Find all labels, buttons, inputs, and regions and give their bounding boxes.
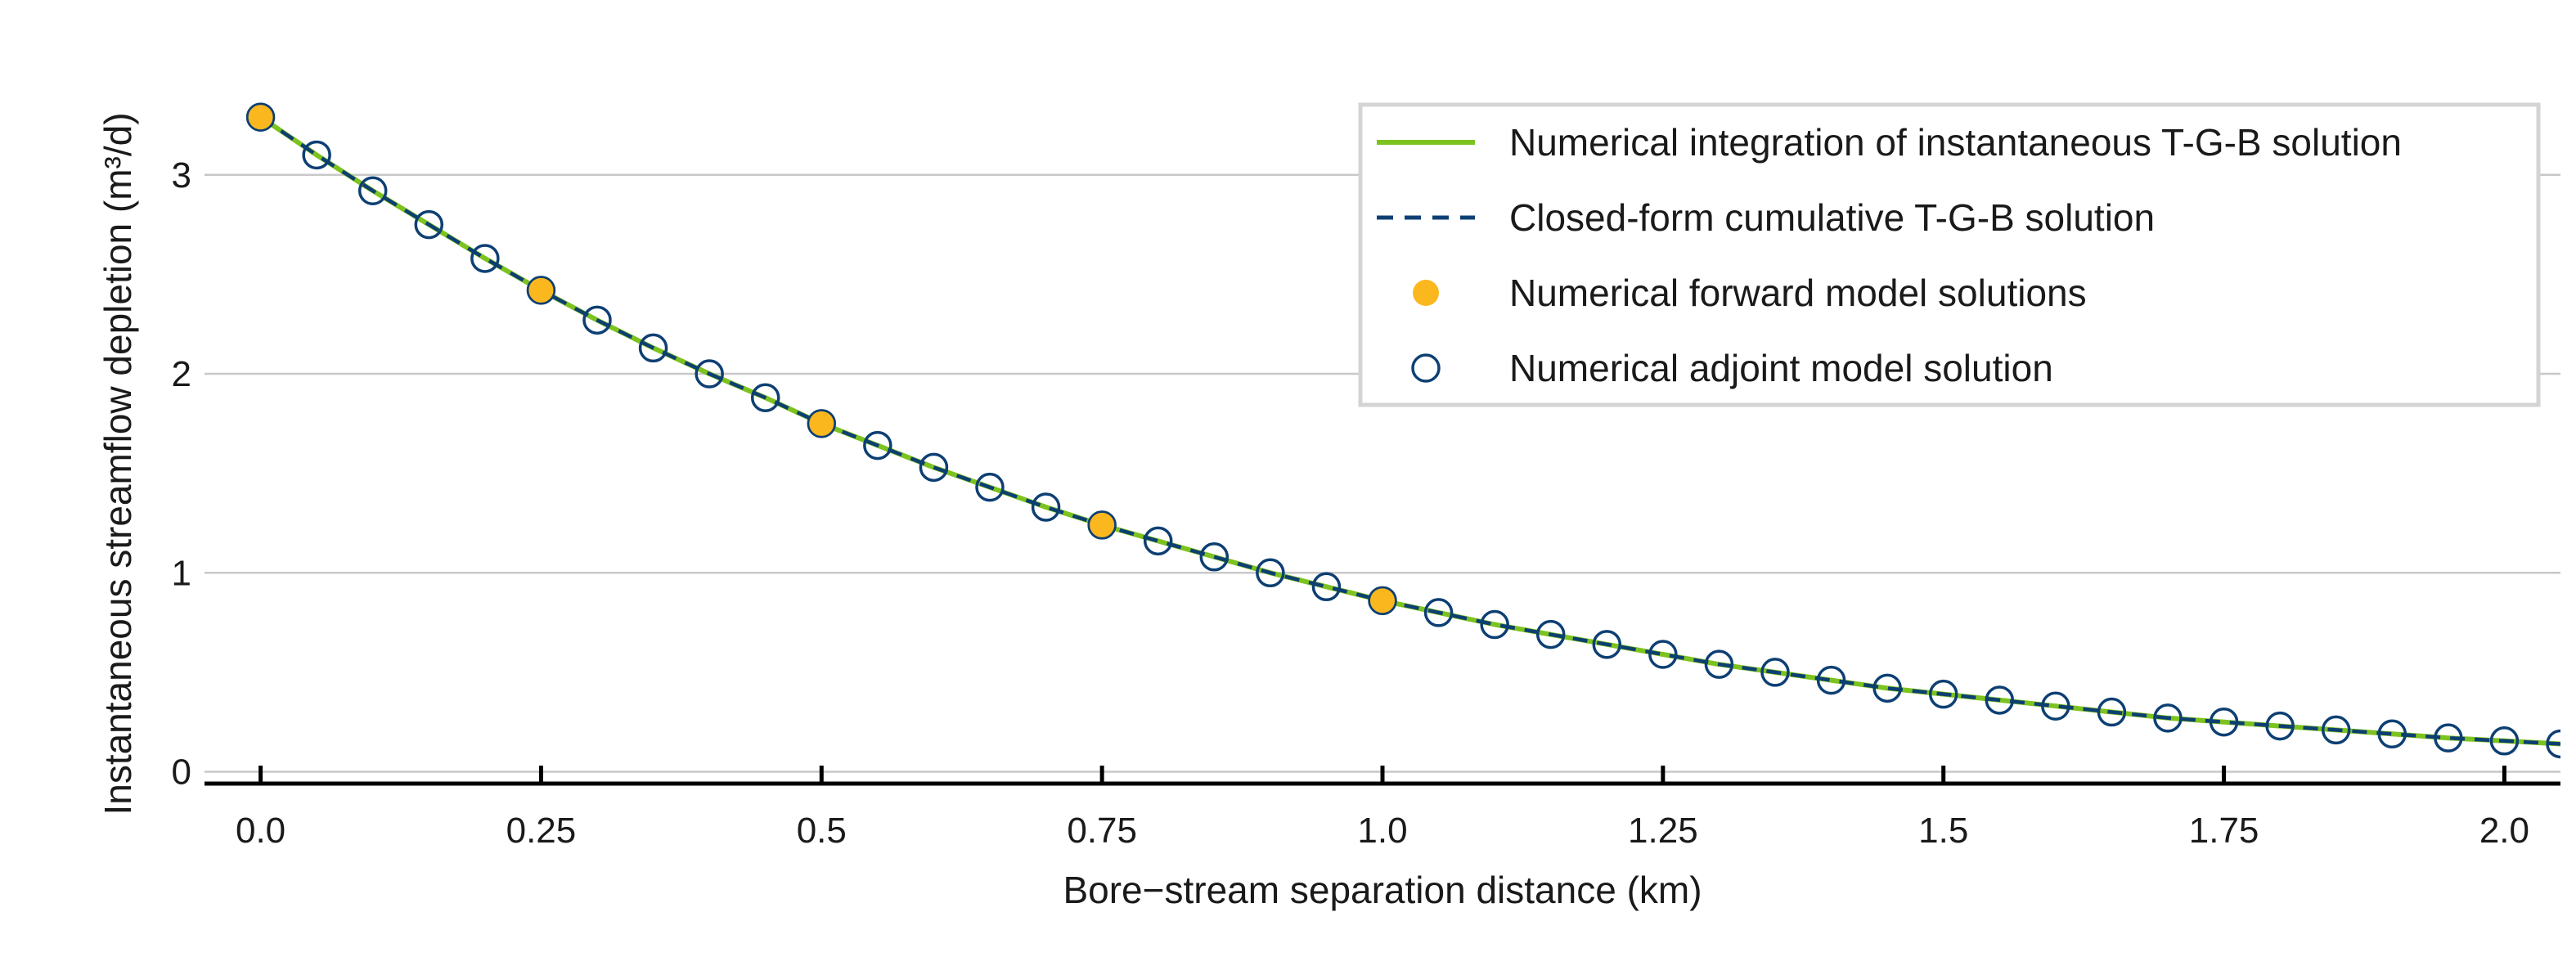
series-3-point-33 [2097,697,2127,727]
forward-point-3 [1088,510,1117,539]
series-3-point-7 [638,333,668,363]
series-3-point-21 [1423,598,1454,627]
plot-area [245,102,2560,759]
y-tick-label-2: 2 [172,354,191,394]
series-3-point-37 [2321,715,2351,745]
forward-point-0 [246,103,275,132]
series-3-point-24 [1592,630,1622,659]
series-3-point-34 [2153,703,2183,733]
x-tick-label-2: 0.5 [797,811,847,851]
series-3-point-13 [975,472,1005,502]
series-3-point-11 [863,430,892,461]
series-3-point-4 [470,244,500,273]
x-tick-label-3: 0.75 [1067,811,1137,851]
series-3-point-32 [2041,691,2070,721]
x-axis-title: Bore−stream separation distance (km) [1063,869,1702,911]
series-3-point-29 [1872,673,1902,703]
y-axis: 0 1 2 3 [172,155,191,793]
series-3-point-12 [919,452,949,483]
series-3-point-31 [1985,685,2015,715]
series-3-point-38 [2377,719,2407,749]
forward-point-4 [1369,586,1396,615]
series-3-point-23 [1535,619,1566,649]
series-3-point-25 [1648,640,1678,669]
x-tick-label-7: 1.75 [2189,811,2259,851]
x-axis: 0.0 0.25 0.5 0.75 1.0 1.25 1.5 1.75 2.0 [205,766,2560,851]
series-3-point-6 [582,305,612,335]
x-tick-label-6: 1.5 [1918,811,1968,851]
x-tick-label-5: 1.25 [1628,811,1698,851]
forward-point-1 [527,276,555,304]
legend-label-2: Numerical forward model solutions [1509,272,2087,314]
series-3-point-26 [1704,649,1734,679]
series-3-point-19 [1311,572,1342,602]
legend-box [1358,102,2541,407]
legend: Numerical integration of instantaneous T… [1358,102,2541,407]
x-tick-label-4: 1.0 [1357,811,1407,851]
series-3-point-27 [1760,658,1790,687]
series-3-point-2 [357,176,388,205]
legend-swatch-3 [1411,353,1441,383]
legend-label-0: Numerical integration of instantaneous T… [1509,121,2402,164]
forward-point-2 [807,409,836,438]
y-axis-title: Instantaneous streamflow depletion (m³/d… [97,112,139,815]
series-3-point-9 [750,383,780,412]
series-3-point-3 [414,209,444,240]
x-tick-label-1: 0.25 [506,811,577,851]
series-3-point-39 [2434,723,2463,753]
y-tick-label-1: 1 [172,553,191,593]
series-3-point-8 [695,359,724,389]
y-tick-label-3: 3 [172,155,191,195]
series-3-point-22 [1480,609,1509,640]
x-tick-label-0: 0.0 [236,811,285,851]
series-line-1 [259,115,2560,746]
series-3-point-35 [2209,707,2239,737]
series-3-point-30 [1928,679,1958,709]
series-3-point-28 [1816,665,1846,695]
series-3-point-16 [1143,526,1173,556]
series-3-point-36 [2265,711,2295,741]
series-3-point-1 [302,140,331,170]
legend-label-1: Closed-form cumulative T-G-B solution [1509,196,2155,239]
series-3-point-41 [2546,729,2560,759]
legend-label-3: Numerical adjoint model solution [1509,347,2053,389]
series-3-point-14 [1031,492,1061,522]
legend-swatch-2 [1413,280,1439,306]
x-tick-label-8: 2.0 [2479,811,2529,851]
series-3-point-17 [1199,542,1230,572]
y-tick-label-0: 0 [172,753,191,793]
series-3-point-18 [1256,558,1285,588]
series-3-point-40 [2489,726,2520,756]
